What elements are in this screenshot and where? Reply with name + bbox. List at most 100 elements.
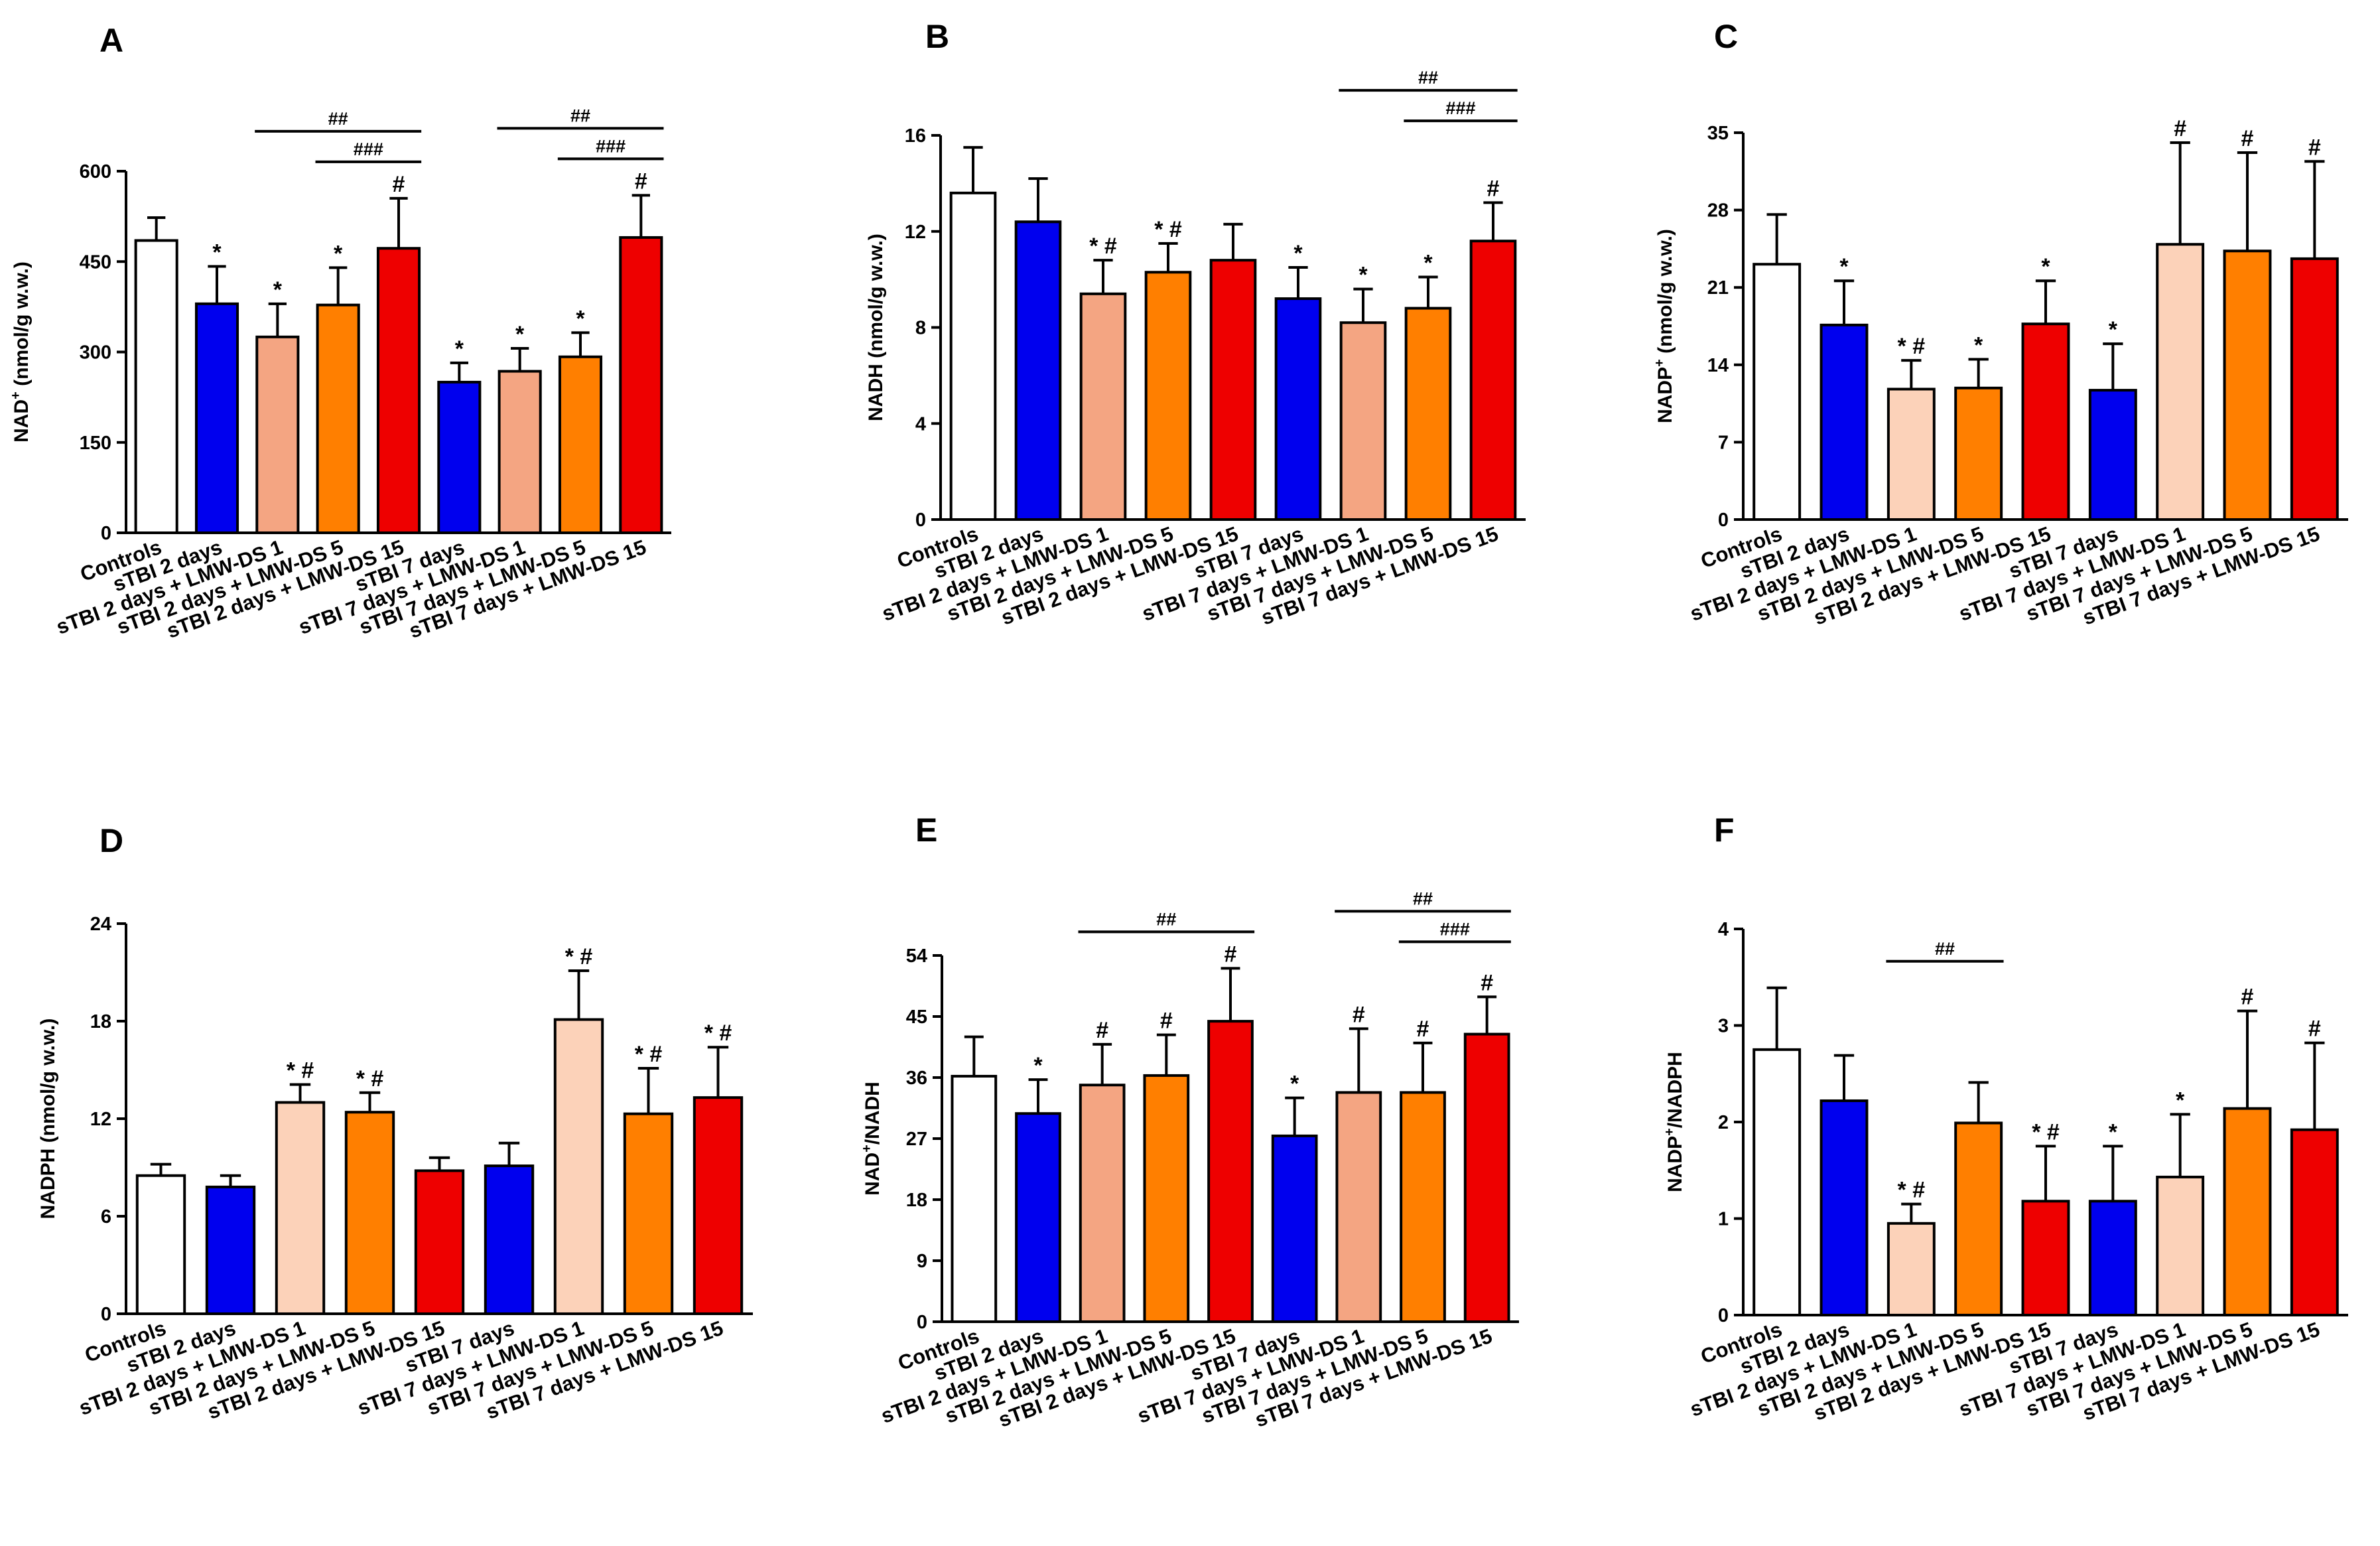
bar (497, 370, 542, 534)
significance-mark: * (2109, 1119, 2118, 1145)
y-axis-label: NAD+/NADH (860, 1082, 884, 1196)
bar (1271, 1134, 1318, 1324)
significance-mark: * # (565, 944, 593, 969)
y-tick-label: 35 (1707, 123, 1729, 144)
significance-mark: * (455, 336, 464, 362)
y-tick-label: 7 (1718, 432, 1729, 453)
bar (2021, 1200, 2070, 1317)
bar (1339, 321, 1387, 521)
significance-mark: # (1353, 1002, 1365, 1027)
bar (1469, 240, 1517, 521)
significance-mark: * (212, 240, 222, 265)
bar (316, 303, 360, 534)
bar (951, 1074, 998, 1323)
significance-mark: * (2109, 317, 2118, 342)
bar (2290, 1128, 2339, 1316)
significance-mark: # (1487, 176, 1500, 201)
bar (2156, 1175, 2205, 1317)
bar (135, 1174, 186, 1315)
y-axis-label-text: NAD (11, 399, 33, 443)
y-axis-label: NADP+ (nmol/g w.w.) (1652, 229, 1676, 423)
y-tick-label: 18 (906, 1190, 927, 1211)
bar (2088, 389, 2137, 522)
y-tick-label: 450 (80, 251, 111, 273)
y-tick-label: 2 (1718, 1112, 1729, 1133)
panel-letter: E (915, 811, 937, 849)
bracket-label: ## (1413, 888, 1433, 908)
significance-mark: * (1358, 263, 1368, 288)
bar (134, 239, 178, 534)
bar (1752, 1048, 1802, 1316)
y-tick-label: 0 (917, 1312, 927, 1333)
significance-mark: # (2241, 985, 2254, 1010)
bar (1143, 1074, 1190, 1324)
y-tick-label: 300 (80, 342, 111, 364)
bar (2290, 257, 2339, 521)
significance-mark: * (2176, 1088, 2185, 1113)
y-tick-label: 28 (1707, 200, 1729, 222)
bar (1079, 1084, 1126, 1323)
y-axis-label-text: NADP (1654, 367, 1676, 423)
significance-mark: # (393, 172, 405, 197)
y-tick-label: 0 (101, 1304, 111, 1325)
significance-mark: # (1481, 970, 1493, 995)
y-axis-label-superscript: + (1652, 359, 1667, 367)
bar (1144, 271, 1192, 521)
significance-mark: # (1096, 1018, 1108, 1043)
bar (949, 191, 997, 521)
panel-letter: D (99, 822, 123, 859)
y-tick-label: 0 (1718, 510, 1729, 531)
y-tick-label: 12 (905, 222, 926, 243)
y-tick-label: 150 (80, 433, 111, 454)
significance-mark: # (1160, 1009, 1173, 1034)
significance-mark: * (1033, 1053, 1043, 1078)
y-axis-label-rest: /NADPH (1664, 1052, 1686, 1128)
bar (1819, 323, 1869, 521)
significance-mark: # (635, 169, 647, 194)
bar (205, 1185, 256, 1316)
significance-mark: * (1293, 241, 1303, 266)
y-axis-label-rest: (nmol/g w.w.) (1654, 229, 1676, 359)
significance-mark: # (1417, 1017, 1429, 1042)
bar (1886, 1222, 1936, 1317)
significance-mark: * # (635, 1042, 663, 1067)
significance-mark: * # (1089, 234, 1117, 259)
bar (194, 302, 239, 534)
bar (1819, 1099, 1869, 1316)
y-tick-label: 36 (906, 1068, 927, 1089)
significance-mark: * (334, 241, 343, 266)
bar (1954, 386, 2003, 522)
significance-mark: * (576, 306, 585, 331)
y-tick-label: 1 (1718, 1209, 1729, 1230)
bar (1400, 1091, 1446, 1323)
bar (623, 1112, 674, 1316)
y-axis-label-text: NADH (nmol/g w.w.) (865, 234, 887, 421)
bar (414, 1169, 465, 1316)
bracket-label: ## (1156, 909, 1176, 929)
y-axis-label-rest: (nmol/g w.w.) (11, 261, 33, 391)
y-axis-label-superscript: + (860, 1145, 874, 1153)
bar (1207, 1020, 1254, 1323)
bar (2156, 243, 2205, 521)
y-tick-label: 4 (1718, 919, 1729, 940)
bar (255, 335, 300, 534)
bar (2088, 1200, 2137, 1317)
y-axis-label-rest: /NADH (862, 1082, 884, 1145)
y-tick-label: 600 (80, 161, 111, 182)
significance-mark: * (1290, 1072, 1299, 1097)
significance-mark: # (2174, 116, 2186, 141)
y-tick-label: 3 (1718, 1016, 1729, 1037)
significance-mark: * (1423, 251, 1433, 276)
y-tick-label: 9 (917, 1251, 927, 1272)
y-tick-label: 8 (915, 318, 926, 339)
significance-mark: * # (356, 1066, 384, 1091)
bar (1079, 292, 1127, 521)
significance-mark: * # (287, 1058, 314, 1084)
y-tick-label: 27 (906, 1129, 927, 1150)
bar (1954, 1121, 2003, 1316)
bar (619, 236, 663, 534)
significance-mark: * # (1898, 1178, 1926, 1203)
significance-mark: * # (1898, 334, 1926, 359)
